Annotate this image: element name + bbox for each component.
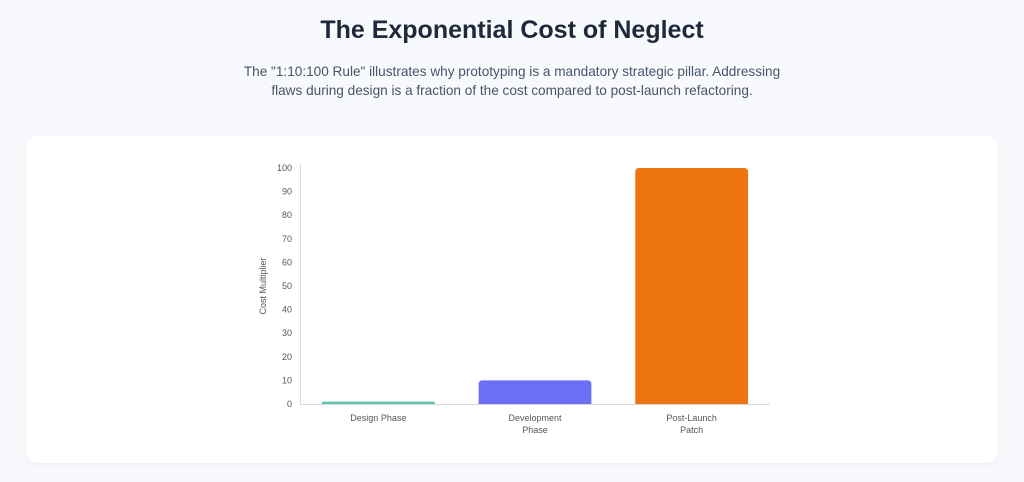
y-tick-label: 60 bbox=[282, 257, 292, 267]
x-tick-label: Development Phase bbox=[508, 413, 562, 435]
x-tick-label: Design Phase bbox=[350, 413, 406, 423]
page-title: The Exponential Cost of Neglect bbox=[320, 16, 704, 44]
y-tick-label: 90 bbox=[282, 187, 292, 197]
y-axis-title: Cost Multiplier bbox=[258, 257, 268, 314]
subtitle-line-2: flaws during design is a fraction of the… bbox=[271, 83, 753, 98]
y-axis-ticks: 0 10 20 30 40 50 60 70 80 90 100 bbox=[277, 163, 292, 409]
subtitle-line-1: The "1:10:100 Rule" illustrates why prot… bbox=[243, 64, 781, 79]
bar[interactable] bbox=[635, 168, 749, 404]
bars bbox=[321, 168, 749, 404]
bar[interactable] bbox=[321, 401, 435, 404]
x-tick-label: Post-Launch Patch bbox=[666, 413, 717, 435]
y-tick-label: 100 bbox=[277, 163, 292, 173]
y-tick-label: 20 bbox=[282, 352, 292, 362]
y-tick-label: 0 bbox=[287, 399, 292, 409]
y-tick-label: 50 bbox=[282, 281, 292, 291]
y-tick-label: 80 bbox=[282, 210, 292, 220]
page-subtitle: The "1:10:100 Rule" illustrates why prot… bbox=[212, 62, 812, 100]
y-tick-label: 30 bbox=[282, 328, 292, 338]
bar[interactable] bbox=[478, 380, 592, 404]
x-axis-labels: Design Phase Development Phase Post-Launch P… bbox=[350, 413, 717, 435]
chart-card bbox=[26, 136, 998, 463]
y-tick-label: 70 bbox=[282, 234, 292, 244]
y-tick-label: 10 bbox=[282, 375, 292, 385]
y-tick-label: 40 bbox=[282, 305, 292, 315]
